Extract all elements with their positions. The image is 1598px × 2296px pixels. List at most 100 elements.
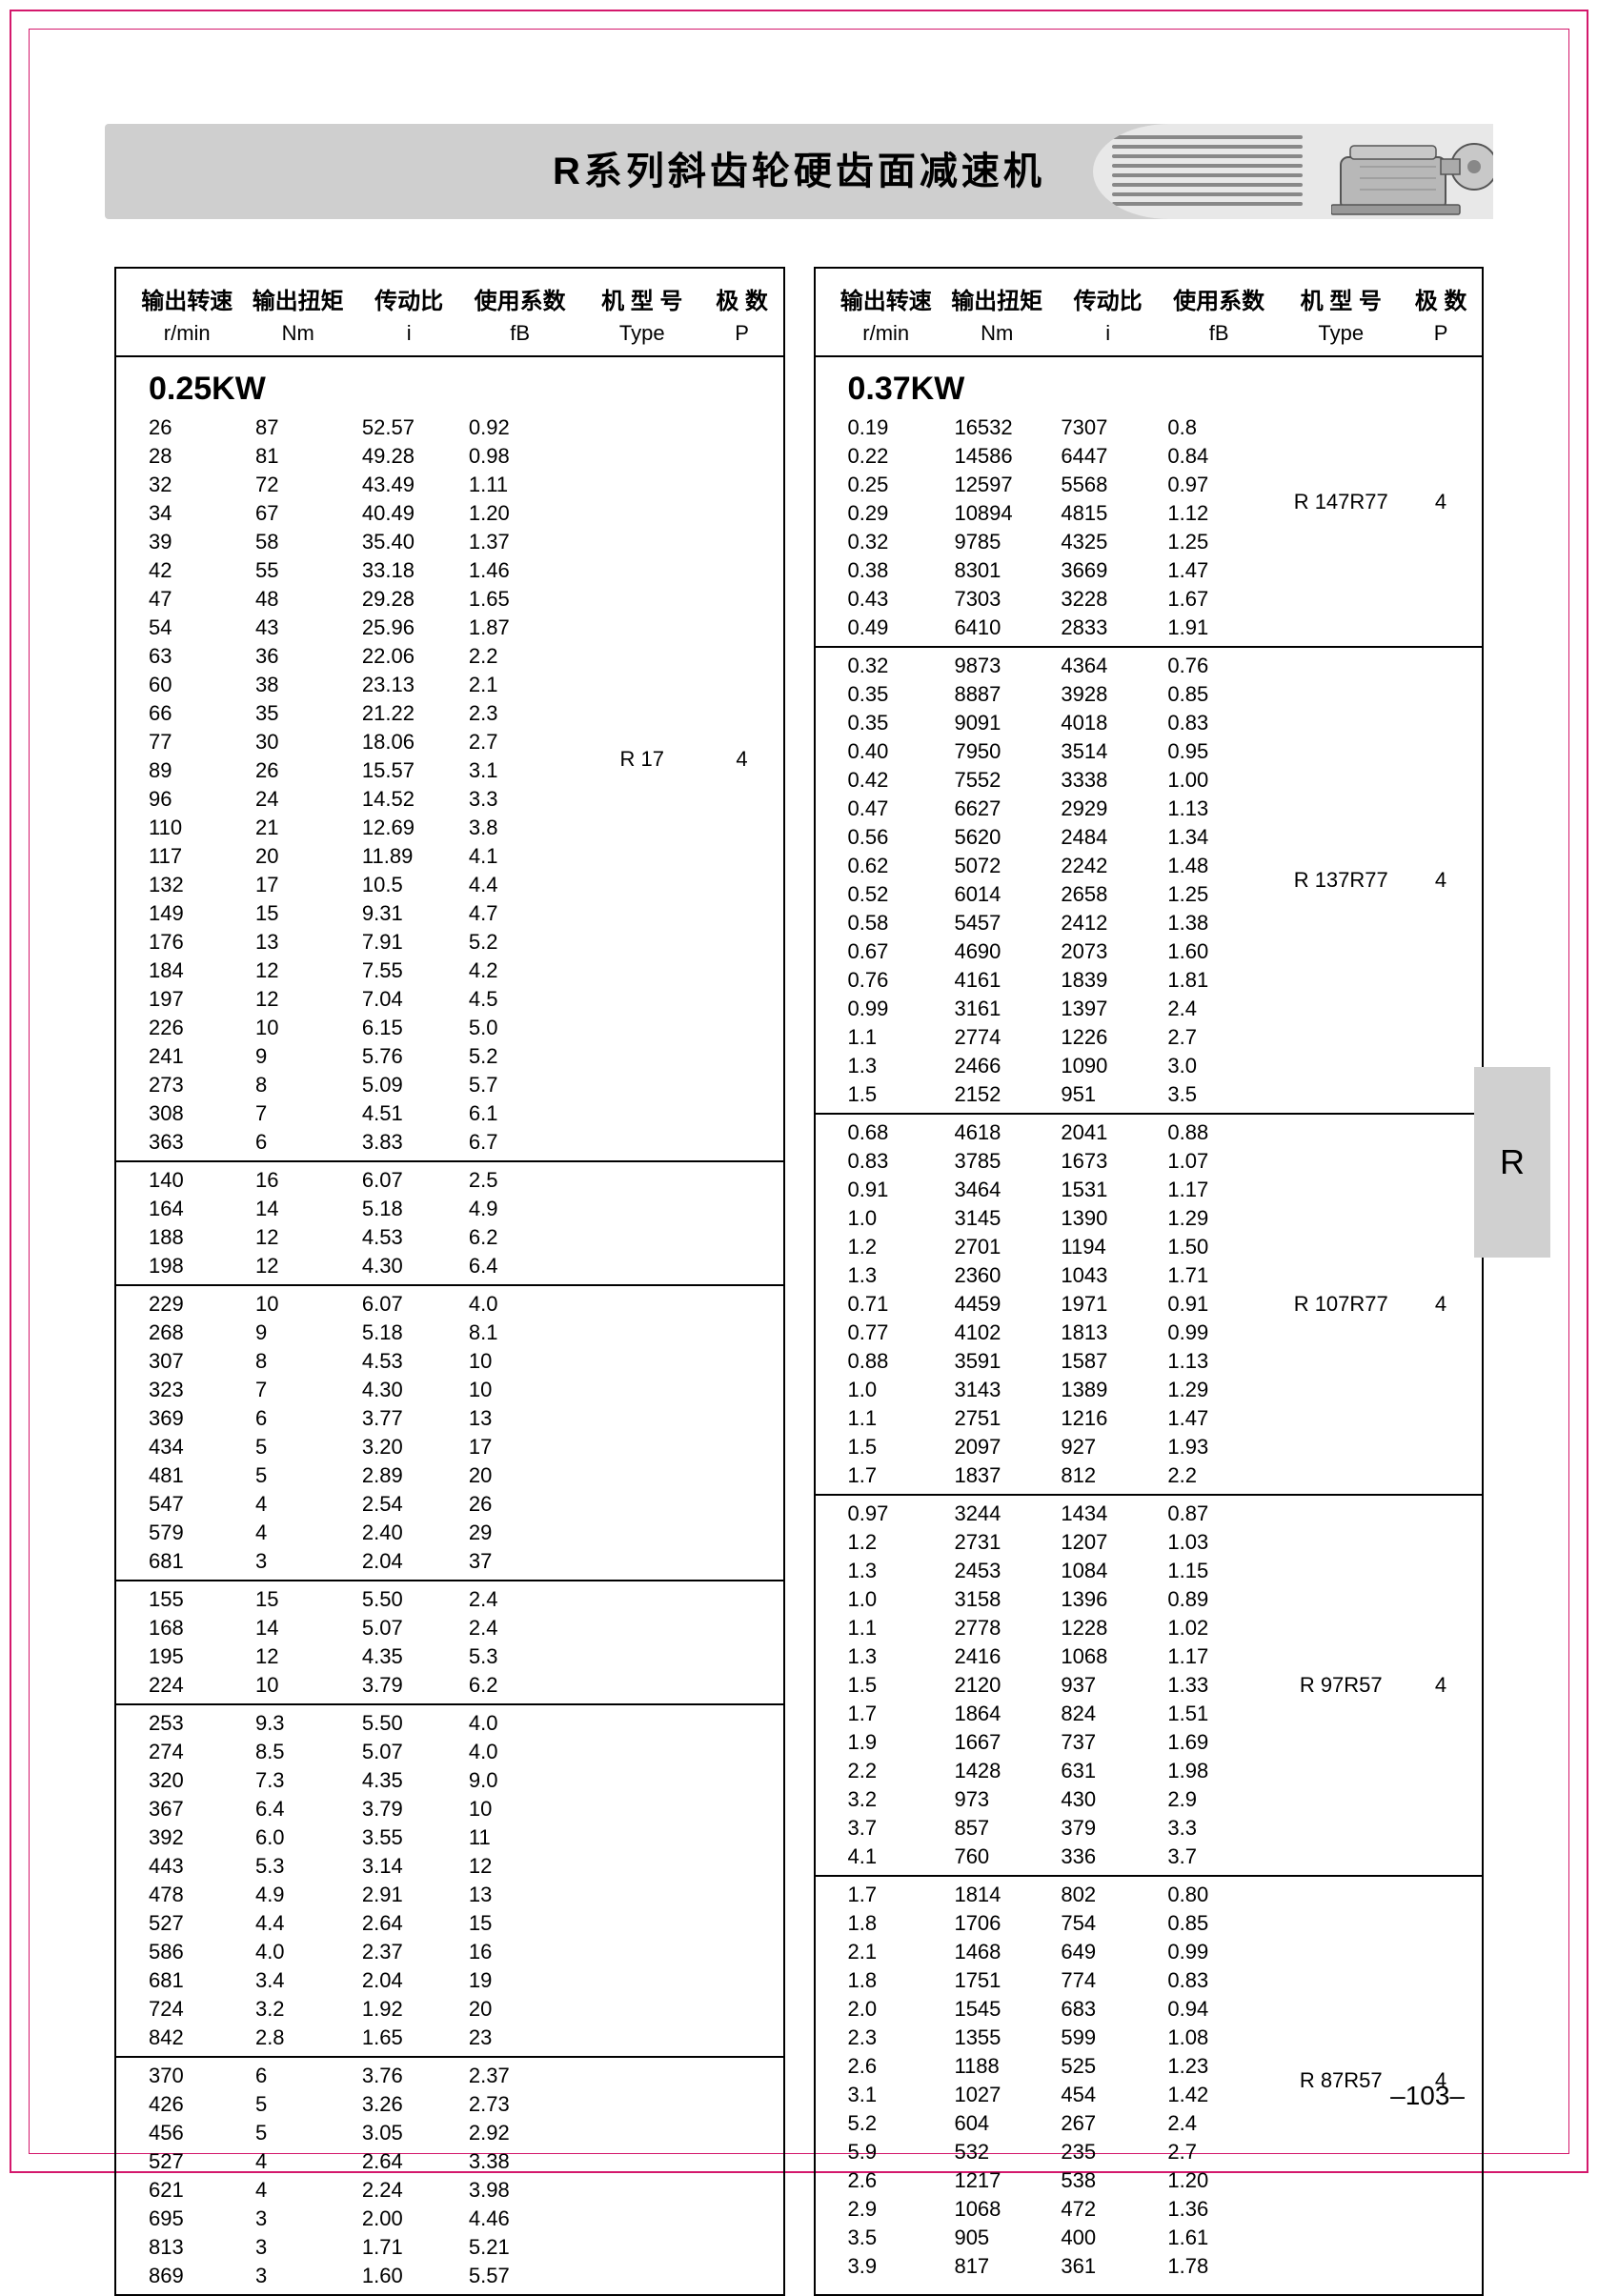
cell: 3	[255, 1547, 362, 1576]
cell: 683	[1061, 1995, 1167, 2024]
cell: 2833	[1061, 614, 1167, 642]
cell: 1.0	[848, 1585, 955, 1614]
cell: 1839	[1061, 966, 1167, 995]
column-header: 输出转速r/min输出扭矩Nm传动比i使用系数fB机 型 号Type极 数P	[116, 269, 783, 357]
cell: 3.7	[848, 1814, 955, 1843]
table-row: 0.40795035140.95	[831, 737, 1275, 766]
cell: 6	[255, 1128, 362, 1157]
cell: 20	[469, 1995, 576, 2024]
cell: 1.98	[1167, 1757, 1274, 1785]
table-row: 892615.573.1	[131, 756, 576, 785]
rows-block: 140166.072.5164145.184.9188124.536.21981…	[131, 1166, 576, 1280]
table-row: 1.1275112161.47	[831, 1404, 1275, 1433]
cell: 2.1	[469, 671, 576, 699]
cell: 54	[149, 614, 255, 642]
cell: 4018	[1061, 709, 1167, 737]
table-row: 0.71445919710.91	[831, 1290, 1275, 1319]
cell: 7303	[954, 585, 1061, 614]
cell: 13	[469, 1881, 576, 1909]
cell: 1.34	[1167, 823, 1274, 852]
cell: 1.60	[1167, 937, 1274, 966]
header-cell: 机 型 号Type	[1274, 282, 1407, 346]
cell: 1396	[1061, 1585, 1167, 1614]
cell: 4618	[954, 1118, 1061, 1147]
table-row: 1.718148020.80	[831, 1881, 1275, 1909]
rows-block: 0.37KW0.191653273070.80.221458664470.840…	[831, 361, 1275, 642]
cell: 81	[255, 442, 362, 471]
cell: 3.3	[469, 785, 576, 814]
header-cell: 极 数P	[709, 282, 776, 346]
cell: 5457	[954, 909, 1061, 937]
rows-block: 155155.502.4168145.072.4195124.355.32241…	[131, 1585, 576, 1700]
cell: 8	[255, 1347, 362, 1376]
cell: 1027	[954, 2081, 1061, 2109]
cell: 12	[255, 957, 362, 985]
cell: 253	[149, 1709, 255, 1738]
table-row: 425533.181.46	[131, 556, 576, 585]
cell: 89	[149, 756, 255, 785]
cell: 4.0	[469, 1738, 576, 1766]
cell: 1.8	[848, 1909, 955, 1938]
cell: 2.3	[469, 699, 576, 728]
cell: 869	[149, 2262, 255, 2290]
cell: 320	[149, 1766, 255, 1795]
cell: 47	[149, 585, 255, 614]
cell: 3785	[954, 1147, 1061, 1176]
cell: 39	[149, 528, 255, 556]
cell: 532	[954, 2138, 1061, 2166]
cell: 14.52	[362, 785, 469, 814]
cell: 308	[149, 1099, 255, 1128]
table-row: 24195.765.2	[131, 1042, 576, 1071]
cell: 4.0	[469, 1290, 576, 1319]
table-row: 0.291089448151.12	[831, 499, 1275, 528]
cell: 0.83	[848, 1147, 955, 1176]
cell: 8887	[954, 680, 1061, 709]
cell: 17	[469, 1433, 576, 1461]
cell: 2929	[1061, 795, 1167, 823]
cell: 5.09	[362, 1071, 469, 1099]
table-row: 149159.314.7	[131, 899, 576, 928]
cell: 5.3	[255, 1852, 362, 1881]
cell: 1813	[1061, 1319, 1167, 1347]
cell: 3.14	[362, 1852, 469, 1881]
table-row: 36963.7713	[131, 1404, 576, 1433]
table-row: 1.916677371.69	[831, 1728, 1275, 1757]
cell: 1.23	[1167, 2052, 1274, 2081]
table-row: 0.35909140180.83	[831, 709, 1275, 737]
cell: 1.20	[1167, 2166, 1274, 2195]
rows-block: 0.97324414340.871.2273112071.031.3245310…	[831, 1500, 1275, 1871]
table-row: 57942.4029	[131, 1519, 576, 1547]
cell: 6.2	[469, 1223, 576, 1252]
data-group: 229106.074.026895.188.130784.531032374.3…	[116, 1286, 783, 1581]
cell: 8.1	[469, 1319, 576, 1347]
cell: 1.5	[848, 1671, 955, 1700]
cell: 5.2	[469, 1042, 576, 1071]
cell: 2.40	[362, 1519, 469, 1547]
cell: 3.9	[848, 2252, 955, 2281]
table-row: 0.99316113972.4	[831, 995, 1275, 1023]
cell: 3143	[954, 1376, 1061, 1404]
cell: 8.5	[255, 1738, 362, 1766]
cell: 1090	[1061, 1052, 1167, 1080]
table-row: 188124.536.2	[131, 1223, 576, 1252]
cell: 0.91	[848, 1176, 955, 1204]
cell: 4.0	[469, 1709, 576, 1738]
cell: 5.7	[469, 1071, 576, 1099]
cell: 2.7	[469, 728, 576, 756]
cell: 0.85	[1167, 1909, 1274, 1938]
table-row: 0.251259755680.97	[831, 471, 1275, 499]
cell: 1.2	[848, 1528, 955, 1557]
cell: 226	[149, 1014, 255, 1042]
cell: 43	[255, 614, 362, 642]
cell: 905	[954, 2224, 1061, 2252]
table-row: 155155.502.4	[131, 1585, 576, 1614]
table-row: 0.68461820410.88	[831, 1118, 1275, 1147]
cell: 2.9	[1167, 1785, 1274, 1814]
cell: 2.3	[848, 2024, 955, 2052]
cell: 55	[255, 556, 362, 585]
cell: 3464	[954, 1176, 1061, 1204]
side-tab: R	[1474, 1067, 1550, 1258]
cell: 1.47	[1167, 556, 1274, 585]
cell: 1228	[1061, 1614, 1167, 1642]
rows-block: 2539.35.504.02748.55.074.03207.34.359.03…	[131, 1709, 576, 2052]
